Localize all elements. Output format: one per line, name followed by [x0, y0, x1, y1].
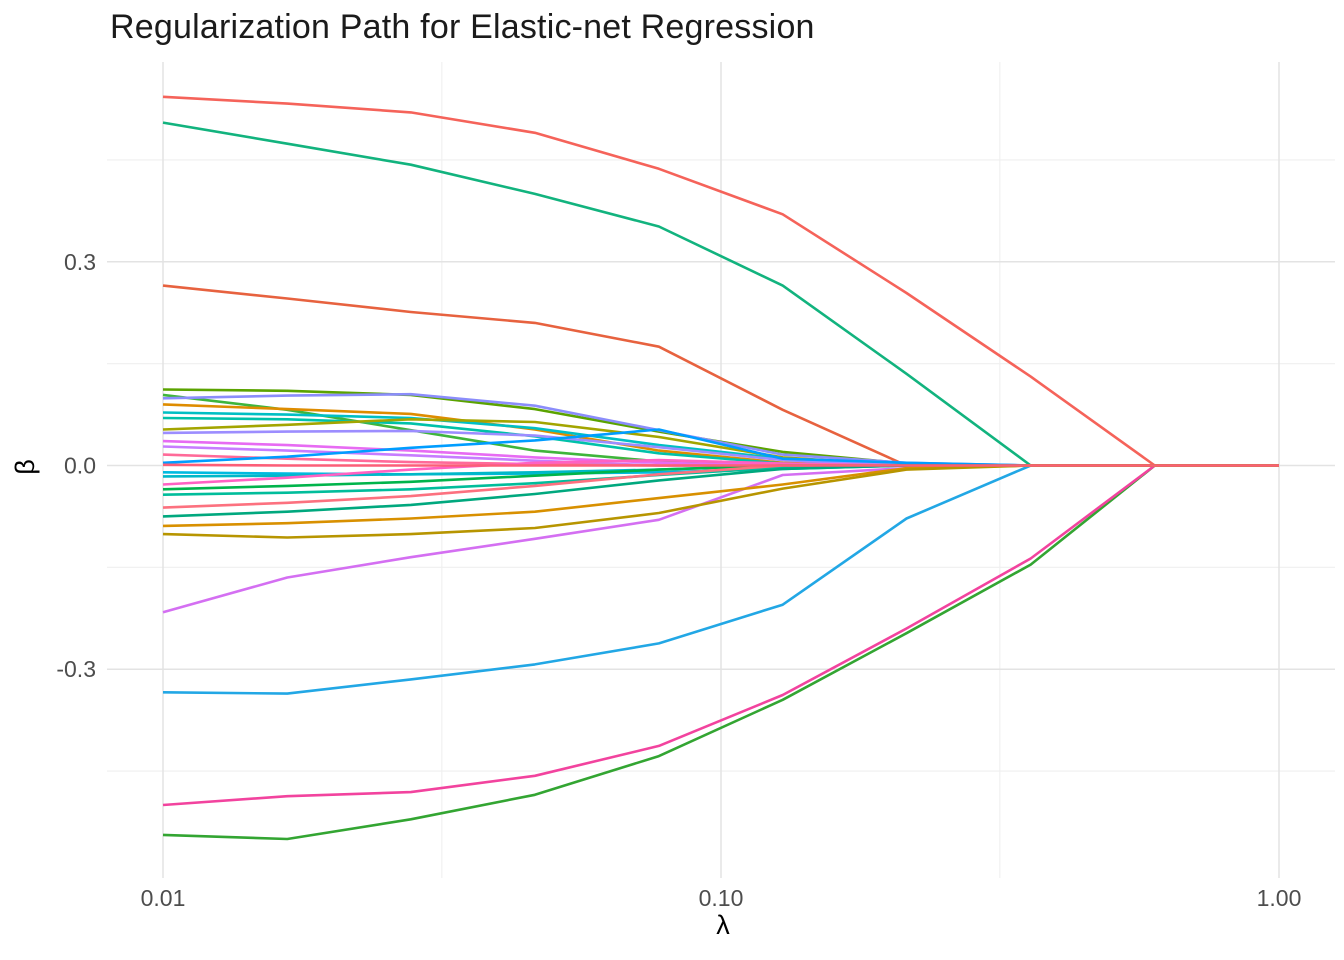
y-tick-label: 0.0: [64, 453, 96, 479]
y-axis-label: β: [10, 459, 40, 475]
chart-title: Regularization Path for Elastic-net Regr…: [110, 8, 815, 46]
x-axis-label: λ: [716, 910, 730, 940]
y-tick-label: -0.3: [56, 656, 96, 682]
coefficient-paths: [162, 95, 1279, 841]
coefficient-path: [162, 463, 1279, 467]
x-tick-label: 1.00: [1257, 885, 1302, 911]
coefficient-path: [162, 464, 1279, 807]
axis-tick-labels: 0.01 0.10 1.00 0.3 0.0 -0.3: [56, 249, 1301, 911]
x-tick-label: 0.10: [699, 885, 744, 911]
coefficient-path: [162, 464, 1279, 841]
coefficient-path: [162, 95, 1279, 467]
x-tick-label: 0.01: [141, 885, 186, 911]
y-tick-label: 0.3: [64, 249, 96, 275]
